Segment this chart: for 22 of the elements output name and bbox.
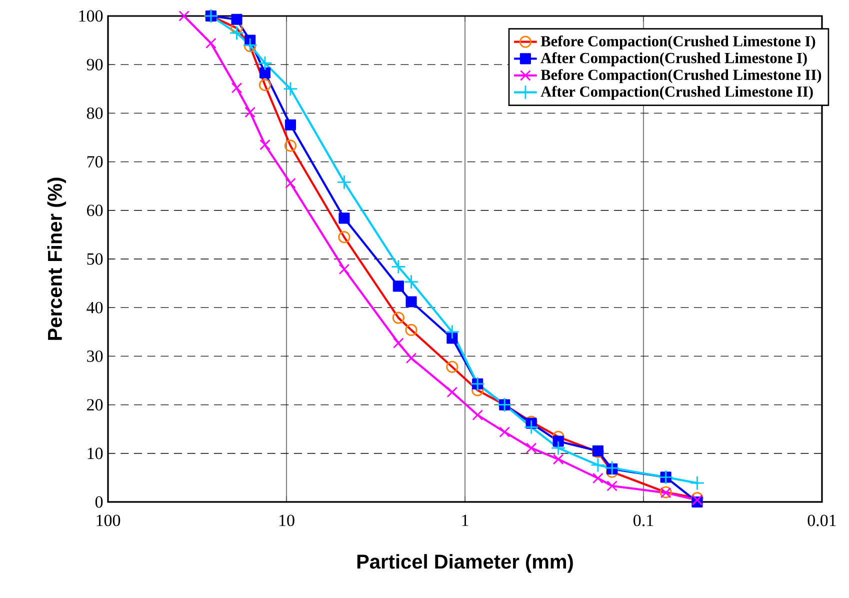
y-tick-label: 40 — [86, 302, 103, 314]
legend-label: Before Compaction(Crushed Limestone II) — [540, 69, 822, 84]
x-tick-label: 100 — [96, 514, 120, 526]
x-tick-label: 10 — [279, 514, 294, 526]
legend-label: After Compaction(Crushed Limestone I) — [540, 52, 807, 66]
y-tick-label: 80 — [86, 107, 103, 119]
y-axis-title: Percent Finer (%) — [47, 178, 66, 340]
y-tick-label: 50 — [87, 253, 103, 265]
y-tick-label: 30 — [87, 350, 103, 362]
y-tick-label: 10 — [88, 448, 103, 460]
y-tick-label: 90 — [86, 58, 103, 70]
x-tick-label: 1 — [462, 514, 468, 526]
legend-label: Before Compaction(Crushed Limestone I) — [540, 35, 816, 50]
legend-label: After Compaction(Crushed Limestone II) — [540, 86, 813, 100]
x-axis-title: Particel Diameter (mm) — [357, 554, 573, 573]
y-tick-label: 0 — [95, 496, 103, 508]
x-tick-label: 0.1 — [634, 514, 654, 526]
y-tick-label: 20 — [87, 399, 103, 411]
x-tick-label: 0.01 — [808, 514, 836, 526]
y-tick-label: 60 — [87, 204, 103, 216]
y-tick-label: 100 — [79, 10, 103, 22]
y-tick-label: 70 — [87, 156, 103, 168]
